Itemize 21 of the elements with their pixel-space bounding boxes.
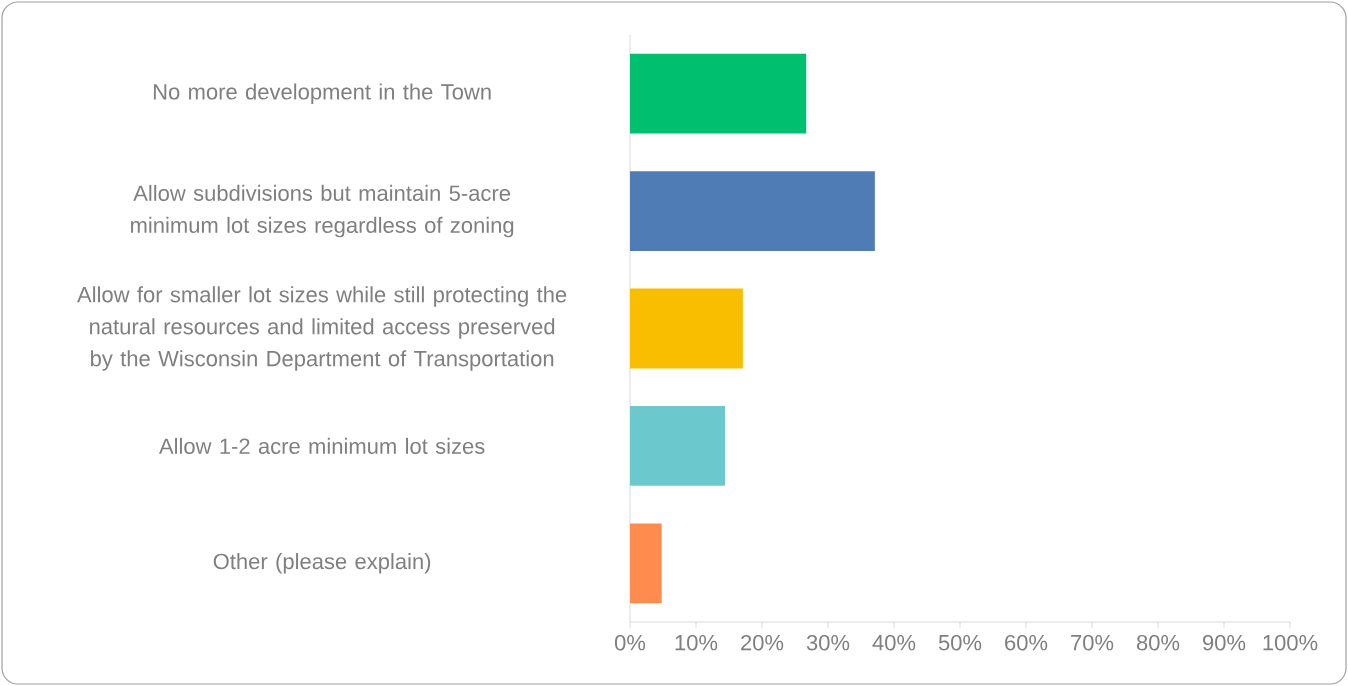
y-tick-label: No more development in the Town [153,83,491,104]
y-tick-label: Allow subdivisions but maintain 5-acre minimum lot sizes regardless of zoning [131,184,514,238]
bar [630,288,743,369]
bar [630,405,726,486]
x-tick-label: 90% [1203,634,1246,651]
x-tick-label: 50% [938,634,982,651]
bar [630,171,875,252]
x-tick-label: 30% [806,634,850,651]
x-tick-label: 0% [614,634,646,651]
bar [630,523,662,604]
x-tick-label: 10% [675,634,718,651]
x-tick-label: 60% [1005,634,1048,651]
y-tick-label: Allow 1-2 acre minimum lot sizes [158,437,485,454]
x-tick-label: 40% [872,634,916,651]
y-tick-label: Other (please explain) [213,553,431,574]
x-tick-label: 70% [1071,634,1114,651]
x-tick-label: 20% [741,634,784,651]
y-tick-label: Allow for smaller lot sizes while still protecting the natural resources and limited access preserved by the Wisconsin Department of Transportation [77,286,567,371]
bar [630,53,807,134]
x-tick-label: 100% [1263,634,1318,651]
x-tick-label: 80% [1136,634,1180,651]
